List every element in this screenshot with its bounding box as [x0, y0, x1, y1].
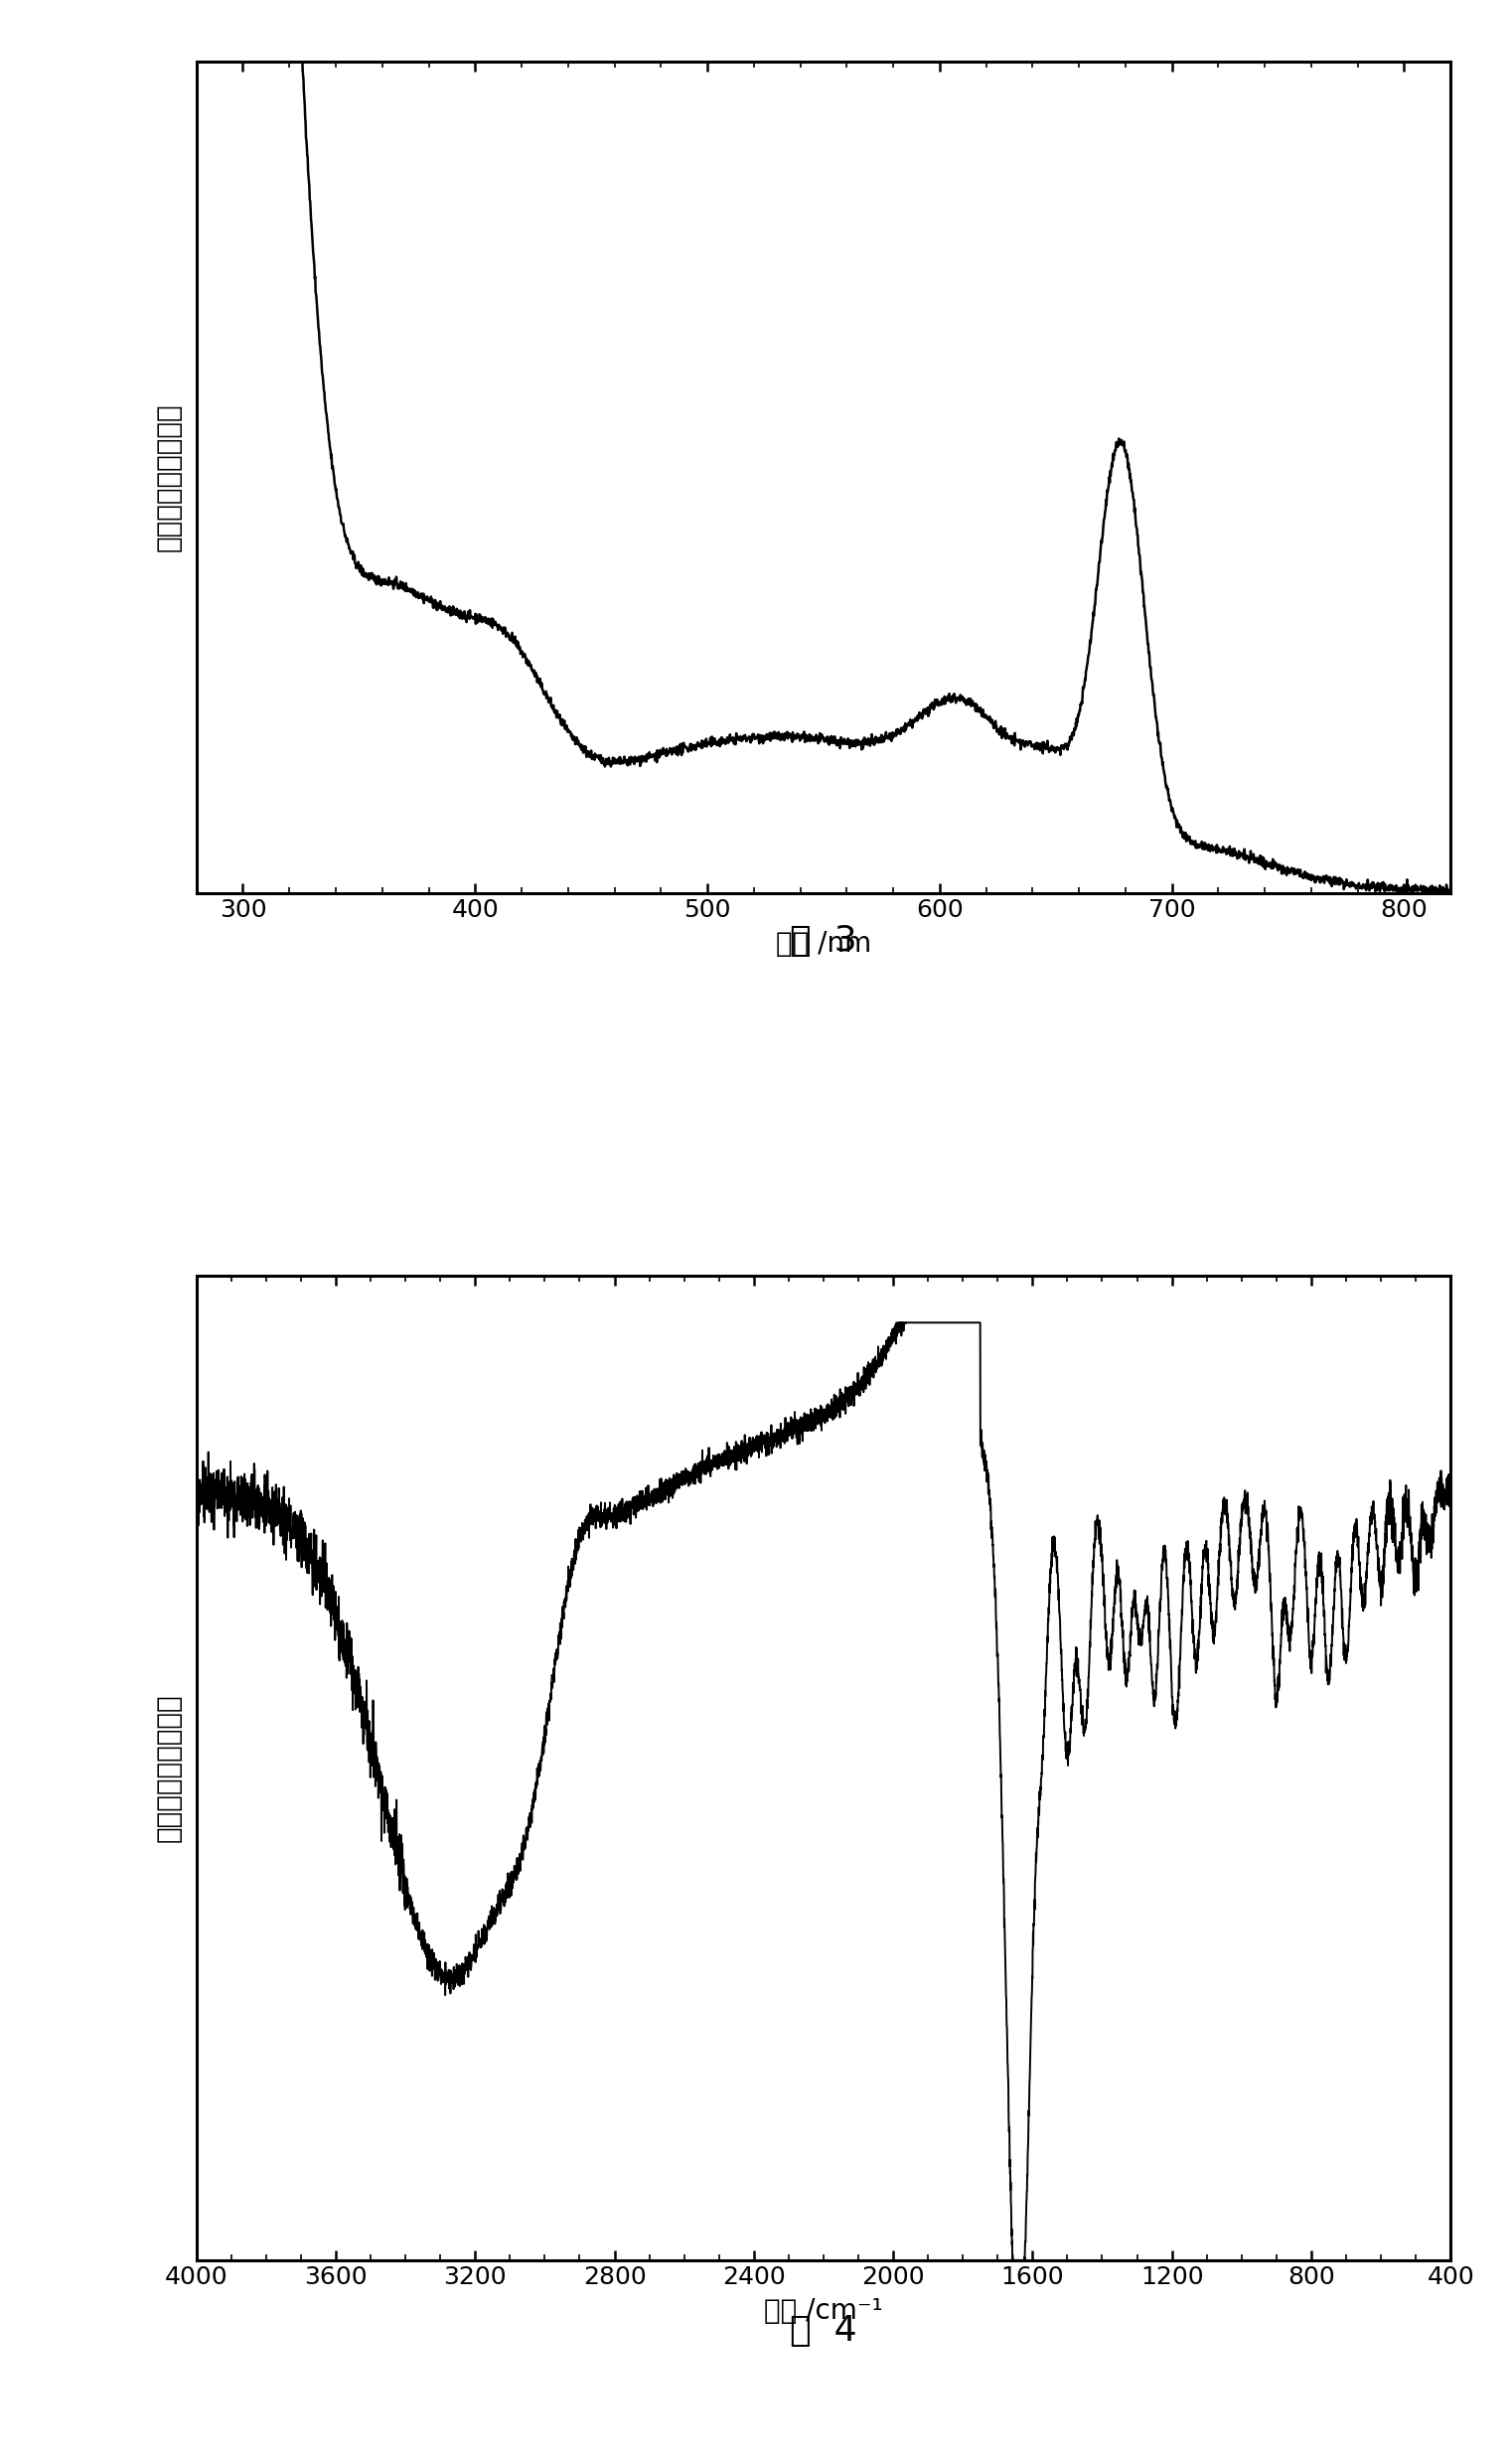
Text: 图  3: 图 3	[790, 924, 857, 958]
Text: 图  4: 图 4	[790, 2314, 857, 2348]
Y-axis label: 吸光度（任意刻度）: 吸光度（任意刻度）	[154, 404, 183, 552]
X-axis label: 波长 /nm: 波长 /nm	[775, 929, 872, 958]
X-axis label: 波数 /cm⁻¹: 波数 /cm⁻¹	[765, 2296, 882, 2326]
Y-axis label: 透射率（任意刻度）: 透射率（任意刻度）	[154, 1693, 183, 1843]
